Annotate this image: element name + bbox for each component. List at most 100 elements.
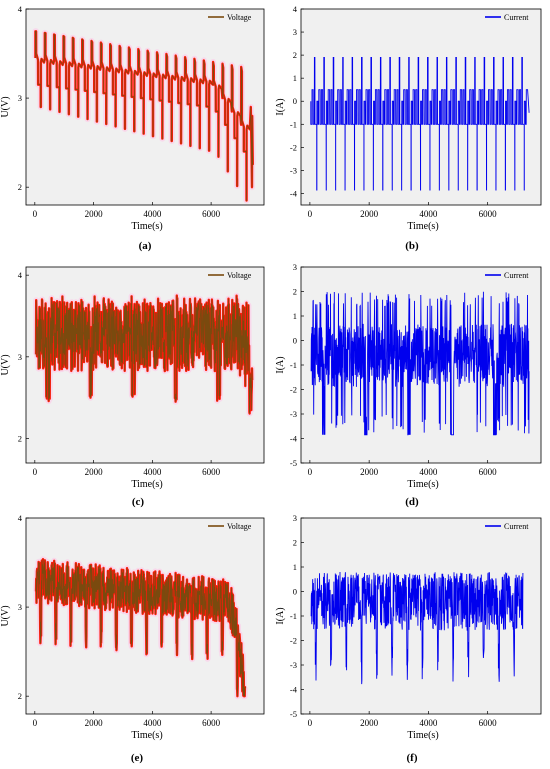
- y-axis-label: I(A): [275, 356, 286, 373]
- voltage-line: [35, 559, 247, 697]
- plot-frame: [300, 8, 542, 206]
- x-axis-label: Time(s): [407, 730, 438, 741]
- plot-frame: [25, 8, 265, 206]
- chart-panel-c: 0 2000 4000 6000 2 3 4 Time(s) U(V) Voltage (c): [0, 266, 265, 508]
- chart-panel-d: 0 2000 4000 6000 -5 -4 -3 -2 -1 0 1 2 3 Time(s) I(A) Cu…: [275, 262, 542, 508]
- y-axis-label: I(A): [275, 98, 286, 115]
- panel-caption: (b): [405, 240, 419, 252]
- y-tick-label: -1: [290, 119, 297, 129]
- series-current: [310, 291, 530, 436]
- y-tick-label: -4: [290, 188, 298, 198]
- chart-panel-a: 0 2000 4000 6000 2 3 4 Time(s) U(V) Voltage (a): [0, 4, 265, 252]
- x-axis-label: Time(s): [131, 221, 162, 232]
- series-current: [310, 571, 524, 685]
- x-tick-label: 0: [308, 467, 313, 477]
- y-tick-label: 2: [18, 434, 22, 444]
- current-line: [310, 291, 530, 436]
- x-tick-label: 6000: [479, 718, 498, 728]
- y-tick-label: -3: [290, 165, 297, 175]
- y-tick-label: 2: [293, 287, 297, 297]
- y-tick-label: 3: [293, 262, 297, 272]
- legend-label: Current: [504, 271, 529, 280]
- x-tick-label: 0: [33, 209, 38, 219]
- y-tick-label: 3: [293, 513, 297, 523]
- y-axis-label: U(V): [0, 354, 11, 375]
- y-tick-label: 2: [293, 538, 297, 548]
- x-tick-label: 0: [308, 209, 313, 219]
- panel-caption: (a): [139, 240, 152, 252]
- plot-frame: [25, 266, 265, 464]
- x-tick-label: 6000: [479, 209, 498, 219]
- y-tick-label: -1: [290, 360, 297, 370]
- series-voltage: [32, 28, 256, 204]
- y-tick-label: 3: [18, 352, 22, 362]
- voltage-line: [35, 30, 254, 201]
- x-tick-label: 2000: [360, 209, 379, 219]
- y-tick-label: -4: [290, 685, 298, 695]
- y-tick-label: -2: [290, 385, 297, 395]
- x-tick-label: 6000: [479, 467, 498, 477]
- x-tick-label: 2000: [85, 718, 104, 728]
- legend-label: Voltage: [227, 271, 252, 280]
- legend-label: Current: [504, 13, 529, 22]
- y-tick-label: -1: [290, 611, 297, 621]
- series-voltage: [33, 292, 256, 417]
- x-tick-label: 0: [308, 718, 313, 728]
- legend-label: Voltage: [227, 522, 252, 531]
- x-tick-label: 6000: [202, 467, 221, 477]
- x-axis-label: Time(s): [407, 221, 438, 232]
- chart-panel-f: 0 2000 4000 6000 -5 -4 -3 -2 -1 0 1 2 3 Time(s) I(A) Cu…: [275, 513, 542, 764]
- y-axis-label: U(V): [0, 605, 11, 626]
- y-tick-label: 2: [18, 691, 22, 701]
- plot-frame: [25, 517, 265, 715]
- x-tick-label: 4000: [143, 467, 162, 477]
- x-tick-label: 4000: [419, 467, 438, 477]
- y-tick-label: 1: [293, 311, 297, 321]
- series-current: [310, 56, 530, 191]
- x-tick-label: 2000: [360, 718, 379, 728]
- y-axis-label: I(A): [275, 607, 286, 624]
- panel-caption: (c): [132, 496, 145, 508]
- y-tick-label: 3: [18, 602, 22, 612]
- y-tick-label: 2: [18, 182, 22, 192]
- y-tick-label: 0: [293, 587, 297, 597]
- x-tick-label: 0: [33, 467, 38, 477]
- x-tick-label: 0: [33, 718, 38, 728]
- y-tick-label: 3: [293, 27, 297, 37]
- y-tick-label: 0: [293, 336, 297, 346]
- y-tick-label: 4: [293, 4, 298, 14]
- current-line: [310, 56, 530, 191]
- x-axis-label: Time(s): [131, 479, 162, 490]
- x-tick-label: 2000: [360, 467, 379, 477]
- y-tick-label: -5: [290, 458, 297, 468]
- y-tick-label: -4: [290, 434, 298, 444]
- x-tick-label: 6000: [202, 209, 221, 219]
- x-tick-label: 4000: [419, 209, 438, 219]
- chart-panel-e: 0 2000 4000 6000 2 3 4 Time(s) U(V) Voltage (e): [0, 513, 265, 764]
- y-tick-label: 4: [18, 4, 23, 14]
- y-tick-label: 4: [18, 270, 23, 280]
- y-axis-label: U(V): [0, 96, 11, 117]
- y-tick-label: -5: [290, 709, 297, 719]
- y-tick-label: -2: [290, 142, 297, 152]
- x-tick-label: 6000: [202, 718, 221, 728]
- current-line: [310, 571, 524, 685]
- y-tick-label: 2: [293, 50, 297, 60]
- y-tick-label: 3: [18, 93, 22, 103]
- y-tick-label: 4: [18, 513, 23, 523]
- x-axis-label: Time(s): [407, 479, 438, 490]
- series-voltage: [33, 556, 249, 700]
- x-tick-label: 4000: [143, 209, 162, 219]
- y-tick-label: 1: [293, 562, 297, 572]
- panel-caption: (e): [131, 752, 144, 764]
- x-tick-label: 2000: [85, 209, 104, 219]
- x-tick-label: 2000: [85, 467, 104, 477]
- legend-label: Current: [504, 522, 529, 531]
- x-tick-label: 4000: [143, 718, 162, 728]
- y-tick-label: 0: [293, 96, 297, 106]
- legend-label: Voltage: [227, 13, 252, 22]
- x-tick-label: 4000: [419, 718, 438, 728]
- y-tick-label: 1: [293, 73, 297, 83]
- voltage-line: [35, 295, 253, 414]
